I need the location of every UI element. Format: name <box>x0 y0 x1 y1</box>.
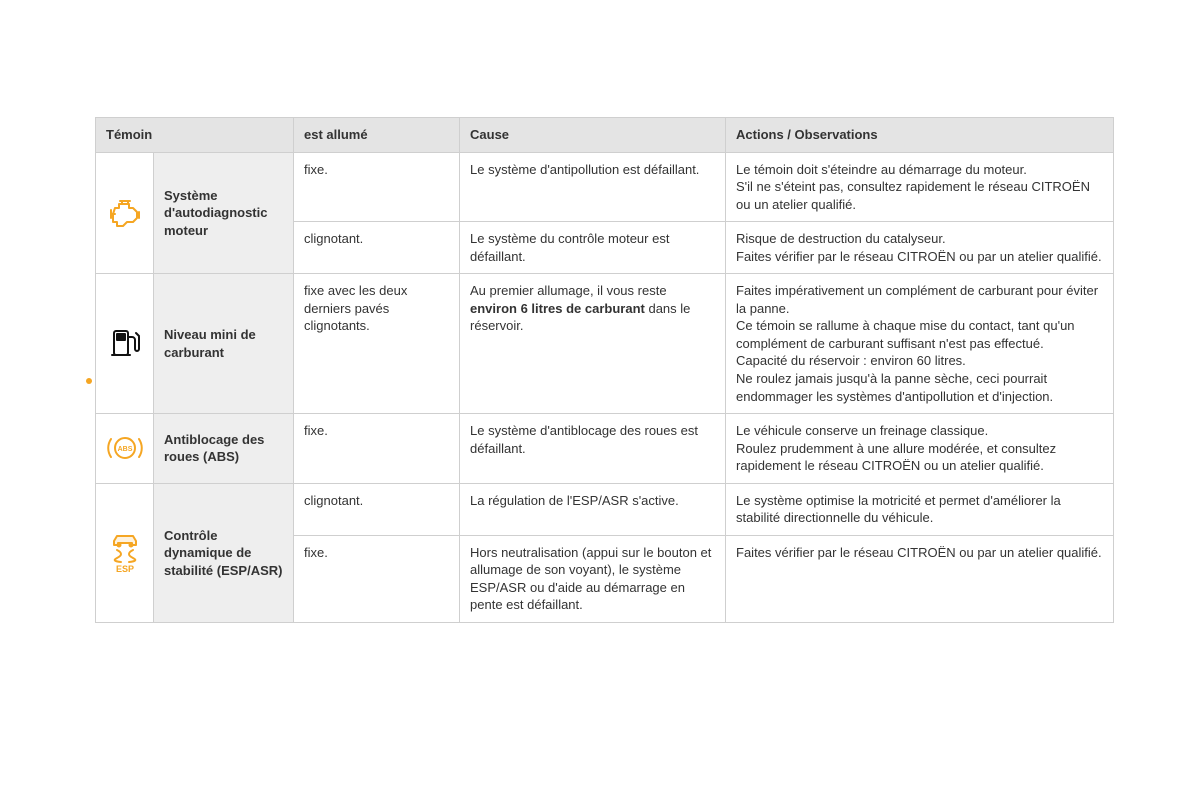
icon-cell-fuel <box>96 274 154 414</box>
name-abs: Antiblocage des roues (ABS) <box>154 414 294 484</box>
cause-fuel-pre: Au premier allumage, il vous reste <box>470 283 667 298</box>
header-cause: Cause <box>460 118 726 153</box>
cause-abs: Le système d'antiblocage des roues est d… <box>460 414 726 484</box>
header-actions: Actions / Observations <box>726 118 1114 153</box>
action-esp-1: Le système optimise la motricité et perm… <box>726 483 1114 535</box>
table-row: Système d'autodiagnostic moteur fixe. Le… <box>96 152 1114 222</box>
header-temoin: Témoin <box>96 118 294 153</box>
svg-text:ESP: ESP <box>115 564 133 574</box>
action-fuel: Faites impérativement un complément de c… <box>726 274 1114 414</box>
cause-esp-1: La régulation de l'ESP/ASR s'active. <box>460 483 726 535</box>
abs-icon: ABS <box>105 433 145 463</box>
cause-autodiag-1: Le système d'antipollution est défaillan… <box>460 152 726 222</box>
action-abs: Le véhicule conserve un freinage classiq… <box>726 414 1114 484</box>
icon-cell-esp: ESP <box>96 483 154 622</box>
state-abs: fixe. <box>294 414 460 484</box>
icon-cell-autodiag <box>96 152 154 274</box>
header-est-allume: est allumé <box>294 118 460 153</box>
state-esp-1: clignotant. <box>294 483 460 535</box>
table-row: Niveau mini de carburant fixe avec les d… <box>96 274 1114 414</box>
engine-icon <box>106 198 144 228</box>
esp-icon: ESP <box>107 532 143 574</box>
name-fuel: Niveau mini de carburant <box>154 274 294 414</box>
warning-lights-table: Témoin est allumé Cause Actions / Observ… <box>95 117 1114 623</box>
state-autodiag-1: fixe. <box>294 152 460 222</box>
action-esp-2: Faites vérifier par le réseau CITROËN ou… <box>726 535 1114 622</box>
svg-text:ABS: ABS <box>117 446 132 453</box>
icon-cell-abs: ABS <box>96 414 154 484</box>
cause-fuel: Au premier allumage, il vous reste envir… <box>460 274 726 414</box>
table-row: ESP Contrôle dynamique de stabilité (ESP… <box>96 483 1114 535</box>
cause-esp-2: Hors neutralisation (appui sur le bouton… <box>460 535 726 622</box>
name-esp: Contrôle dynamique de stabilité (ESP/ASR… <box>154 483 294 622</box>
table-header-row: Témoin est allumé Cause Actions / Observ… <box>96 118 1114 153</box>
warning-lights-table-container: Témoin est allumé Cause Actions / Observ… <box>95 117 1113 623</box>
table-row: ABS Antiblocage des roues (ABS) fixe. Le… <box>96 414 1114 484</box>
page-marker-dot <box>86 378 92 384</box>
cause-autodiag-2: Le système du contrôle moteur est défail… <box>460 222 726 274</box>
state-autodiag-2: clignotant. <box>294 222 460 274</box>
action-autodiag-1: Le témoin doit s'éteindre au démarrage d… <box>726 152 1114 222</box>
name-autodiag: Système d'autodiagnostic moteur <box>154 152 294 274</box>
state-fuel: fixe avec les deux derniers pavés cligno… <box>294 274 460 414</box>
cause-fuel-bold: environ 6 litres de carburant <box>470 301 645 316</box>
state-esp-2: fixe. <box>294 535 460 622</box>
fuel-pump-icon <box>109 327 141 361</box>
action-autodiag-2: Risque de destruction du catalyseur.Fait… <box>726 222 1114 274</box>
